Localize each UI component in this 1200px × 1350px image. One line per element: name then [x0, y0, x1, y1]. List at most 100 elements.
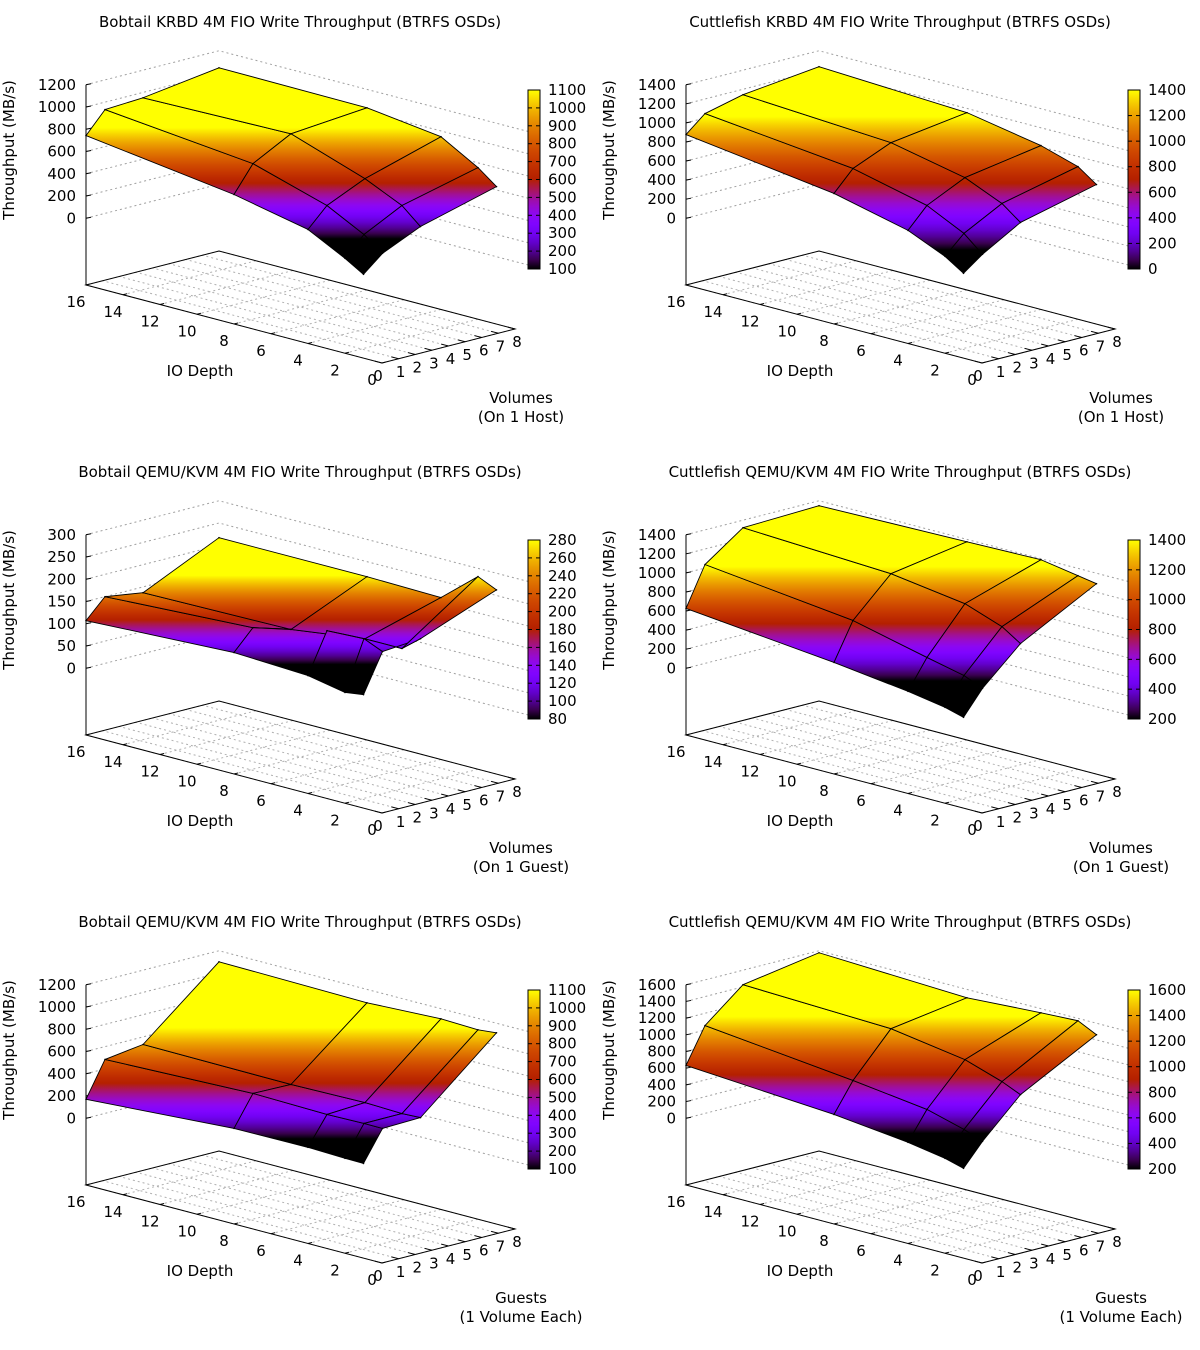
x-tick	[759, 302, 765, 305]
y-tick	[1040, 1243, 1049, 1247]
chart-bobtail-krbd: Bobtail KRBD 4M FIO Write Throughput (BT…	[0, 0, 600, 450]
colorbar-tick-label: 300	[548, 1124, 577, 1142]
x-tick	[85, 733, 91, 736]
data-point	[326, 1113, 328, 1116]
data-point	[495, 589, 498, 591]
colorbar-tick-label: 600	[1148, 650, 1177, 668]
data-point	[290, 628, 292, 631]
chart-svg: Cuttlefish QEMU/KVM 4M FIO Write Through…	[600, 913, 1186, 1326]
colorbar-tick-label: 1000	[1148, 132, 1186, 150]
y-tick	[440, 343, 449, 347]
z-gridline	[85, 50, 534, 134]
x-axis-label: IO Depth	[167, 1262, 234, 1280]
y-tick	[474, 1235, 482, 1238]
data-point	[252, 626, 254, 629]
base-gridline	[768, 1163, 1066, 1243]
x-tick	[833, 772, 839, 775]
x-tick	[85, 283, 91, 286]
colorbar-tick-label: 200	[1148, 1160, 1177, 1178]
z-tick	[85, 1027, 92, 1030]
z-tick	[85, 600, 92, 602]
colorbar-tick-label: 0	[1148, 260, 1158, 278]
colorbar-tick-label: 900	[548, 1017, 577, 1035]
data-point	[685, 1064, 687, 1067]
chart-svg: Cuttlefish KRBD 4M FIO Write Throughput …	[600, 13, 1186, 426]
z-tick	[685, 666, 692, 669]
x-tick	[722, 743, 728, 746]
x-tick-label: 8	[819, 782, 829, 800]
z-tick	[685, 571, 692, 574]
x-axis-label: IO Depth	[767, 1262, 834, 1280]
z-tick-label: 150	[47, 593, 76, 611]
data-point	[1040, 144, 1042, 147]
base-gridline	[102, 280, 399, 360]
chart-cuttlefish-krbd: Cuttlefish KRBD 4M FIO Write Throughput …	[600, 0, 1200, 450]
data-point	[907, 1141, 909, 1144]
data-point	[1019, 221, 1022, 224]
base-gridline	[152, 267, 449, 347]
data-point	[926, 204, 928, 207]
data-point	[833, 192, 835, 195]
y-tick	[1057, 339, 1066, 343]
base-plane	[84, 250, 517, 364]
z-tick-label: 200	[47, 570, 76, 588]
z-tick	[685, 83, 692, 86]
x-tick	[685, 283, 691, 286]
x-tick-label: 10	[777, 322, 796, 340]
z-tick	[85, 1116, 92, 1119]
x-tick-label: 6	[856, 342, 866, 360]
data-point	[944, 255, 946, 258]
x-axis-label: IO Depth	[167, 362, 234, 380]
colorbar-tick-label: 800	[548, 135, 577, 153]
y-tick-label: 6	[479, 792, 489, 810]
y-tick	[974, 360, 983, 364]
x-tick	[270, 1232, 276, 1235]
base-gridline	[722, 1160, 857, 1196]
chart-title: Bobtail QEMU/KVM 4M FIO Write Throughput…	[78, 913, 521, 931]
x-tick-label: 8	[219, 782, 229, 800]
y-tick-label: 4	[446, 800, 456, 818]
y-tick-label: 2	[412, 809, 422, 827]
y-tick-label: 5	[462, 1246, 472, 1264]
chart-cuttlefish-qemu-volumes: Cuttlefish QEMU/KVM 4M FIO Write Through…	[600, 450, 1200, 900]
chart-svg: Bobtail QEMU/KVM 4M FIO Write Throughput…	[0, 913, 586, 1326]
colorbar-tick-label: 280	[548, 531, 577, 549]
data-point	[307, 228, 309, 231]
x-tick-label: 2	[330, 361, 340, 379]
base-gridline	[702, 730, 999, 810]
colorbar-tick-label: 500	[548, 1088, 577, 1106]
data-point	[85, 619, 87, 622]
y-tick-label: 3	[1029, 1254, 1039, 1272]
z-tick	[85, 127, 92, 130]
y-tick	[490, 780, 499, 784]
data-point	[1001, 625, 1003, 628]
y-axis-label-line1: Guests	[495, 1289, 547, 1307]
base-gridline	[152, 717, 449, 797]
x-tick-label: 16	[66, 743, 85, 761]
data-point	[964, 602, 966, 605]
z-gridline	[85, 522, 534, 606]
x-tick-label: 0	[967, 1271, 977, 1289]
base-gridline	[119, 1176, 416, 1255]
y-tick	[440, 793, 449, 797]
colorbar-tick-label: 1600	[1148, 981, 1186, 999]
data-point	[852, 167, 854, 170]
z-axis-label: Throughput (MB/s)	[0, 80, 18, 221]
data-point	[818, 504, 820, 507]
colorbar-tick-label: 1400	[1148, 531, 1186, 549]
chart-svg: Bobtail KRBD 4M FIO Write Throughput (BT…	[0, 13, 586, 426]
z-axis-label: Throughput (MB/s)	[600, 530, 618, 671]
x-tick-label: 14	[103, 303, 122, 321]
x-tick-label: 8	[819, 332, 829, 350]
y-tick-label: 0	[373, 1267, 383, 1285]
x-tick	[307, 791, 313, 794]
data-point	[233, 651, 235, 654]
x-tick-label: 12	[740, 1213, 759, 1231]
z-tick-label: 400	[647, 171, 676, 189]
base-gridline	[752, 717, 1049, 797]
y-tick	[1007, 1252, 1016, 1255]
z-tick-label: 600	[47, 143, 76, 161]
colorbar-tick-label: 140	[548, 656, 577, 674]
x-tick	[307, 1241, 313, 1244]
colorbar-tick-label: 900	[548, 117, 577, 135]
